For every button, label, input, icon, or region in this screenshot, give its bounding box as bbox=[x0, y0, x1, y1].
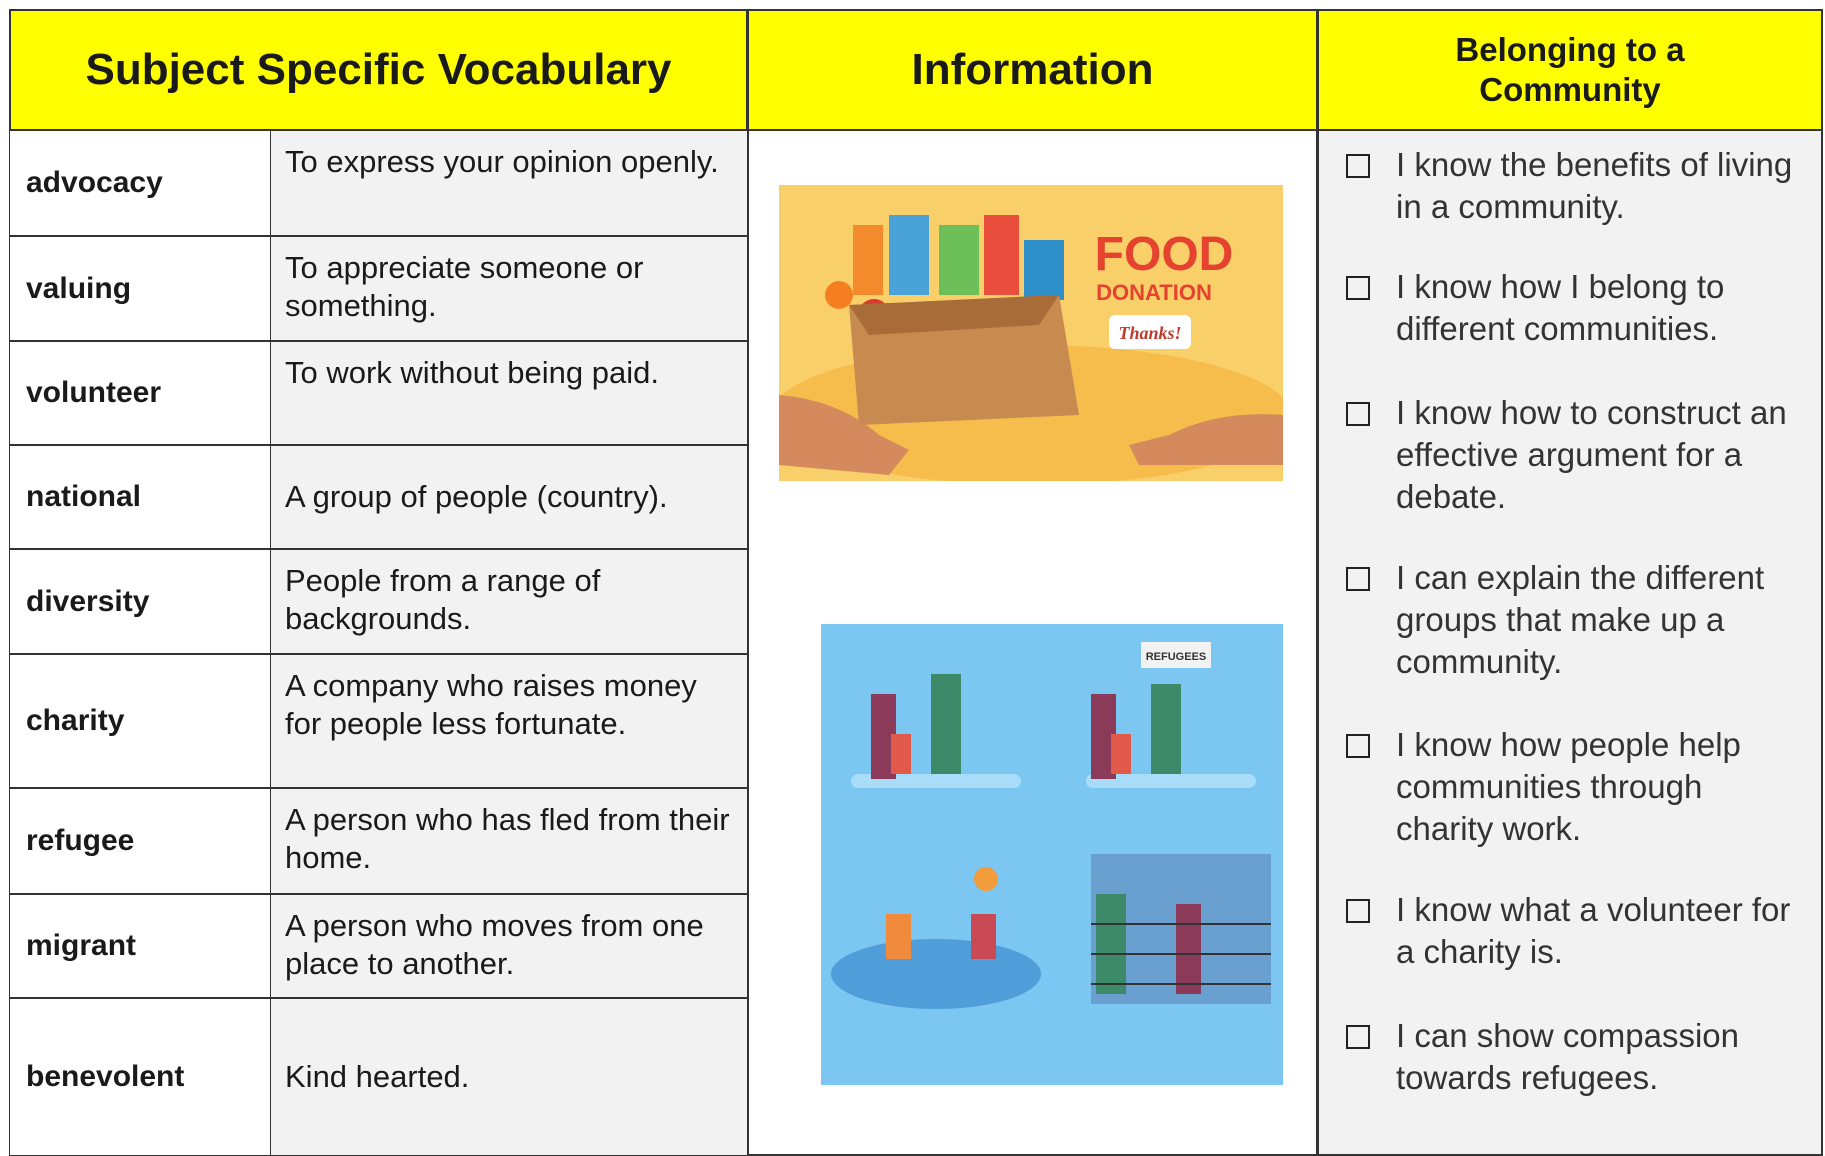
checkbox bbox=[1346, 567, 1370, 591]
definition-cell: To express your opinion openly. bbox=[270, 130, 748, 236]
definition-cell: Kind hearted. bbox=[270, 998, 748, 1156]
checklist-text: I know the benefits of living in a commu… bbox=[1396, 146, 1793, 225]
term-cell: national bbox=[9, 445, 271, 549]
term-cell: migrant bbox=[9, 894, 271, 998]
checklist-item: I can explain the different groups that … bbox=[1328, 557, 1808, 683]
definition-text: A person who moves from one place to ano… bbox=[285, 908, 704, 981]
refugees-sign: REFUGEES bbox=[1146, 651, 1207, 663]
checkbox bbox=[1346, 899, 1370, 923]
definition-cell: A person who moves from one place to ano… bbox=[270, 894, 748, 998]
vocabulary-header: Subject Specific Vocabulary bbox=[9, 9, 748, 131]
checklist-item: I can show compassion towards refugees. bbox=[1328, 1015, 1808, 1099]
checklist-text: I know how I belong to different communi… bbox=[1396, 268, 1725, 347]
checklist-item: I know the benefits of living in a commu… bbox=[1328, 144, 1808, 228]
definition-text: To work without being paid. bbox=[285, 355, 659, 390]
definition-text: A person who has fled from their home. bbox=[285, 802, 730, 875]
definition-text: To appreciate someone or something. bbox=[285, 250, 644, 323]
definition-cell: A company who raises money for people le… bbox=[270, 654, 748, 788]
definition-cell: To work without being paid. bbox=[270, 341, 748, 445]
term-cell: valuing bbox=[9, 236, 271, 341]
checklist-item: I know how to construct an effective arg… bbox=[1328, 392, 1808, 518]
checkbox bbox=[1346, 154, 1370, 178]
definition-text: To express your opinion openly. bbox=[285, 144, 719, 179]
checklist-item: I know what a volunteer for a charity is… bbox=[1328, 889, 1808, 973]
definition-cell: A person who has fled from their home. bbox=[270, 788, 748, 894]
food-donation-image: FOOD DONATION Thanks! bbox=[779, 185, 1283, 481]
information-header: Information bbox=[747, 9, 1318, 131]
term-cell: advocacy bbox=[9, 130, 271, 236]
checklist-text: I know what a volunteer for a charity is… bbox=[1396, 891, 1791, 970]
definition-cell: People from a range of backgrounds. bbox=[270, 549, 748, 654]
checklist-header: Belonging to a Community bbox=[1317, 9, 1823, 131]
checkbox bbox=[1346, 402, 1370, 426]
refugees-image: REFUGEES bbox=[821, 624, 1283, 1085]
term-cell: diversity bbox=[9, 549, 271, 654]
checkbox bbox=[1346, 276, 1370, 300]
checklist-item: I know how I belong to different communi… bbox=[1328, 266, 1808, 350]
checklist-text: I know how people help communities throu… bbox=[1396, 726, 1741, 847]
definition-cell: A group of people (country). bbox=[270, 445, 748, 549]
definition-text: A group of people (country). bbox=[285, 479, 668, 514]
food-tag: Thanks! bbox=[1118, 323, 1181, 343]
term-cell: charity bbox=[9, 654, 271, 788]
food-heading: FOOD bbox=[1095, 228, 1234, 281]
checklist-text: I can show compassion towards refugees. bbox=[1396, 1017, 1740, 1096]
checklist-text: I know how to construct an effective arg… bbox=[1396, 394, 1787, 515]
definition-cell: To appreciate someone or something. bbox=[270, 236, 748, 341]
checklist-item: I know how people help communities throu… bbox=[1328, 724, 1808, 850]
checkbox bbox=[1346, 1025, 1370, 1049]
term-cell: volunteer bbox=[9, 341, 271, 445]
definition-text: People from a range of backgrounds. bbox=[285, 563, 601, 636]
checklist-text: I can explain the different groups that … bbox=[1396, 559, 1765, 680]
food-subheading: DONATION bbox=[1096, 280, 1212, 305]
definition-text: Kind hearted. bbox=[285, 1059, 470, 1094]
definition-text: A company who raises money for people le… bbox=[285, 668, 697, 741]
term-cell: benevolent bbox=[9, 998, 271, 1156]
checkbox bbox=[1346, 734, 1370, 758]
term-cell: refugee bbox=[9, 788, 271, 894]
